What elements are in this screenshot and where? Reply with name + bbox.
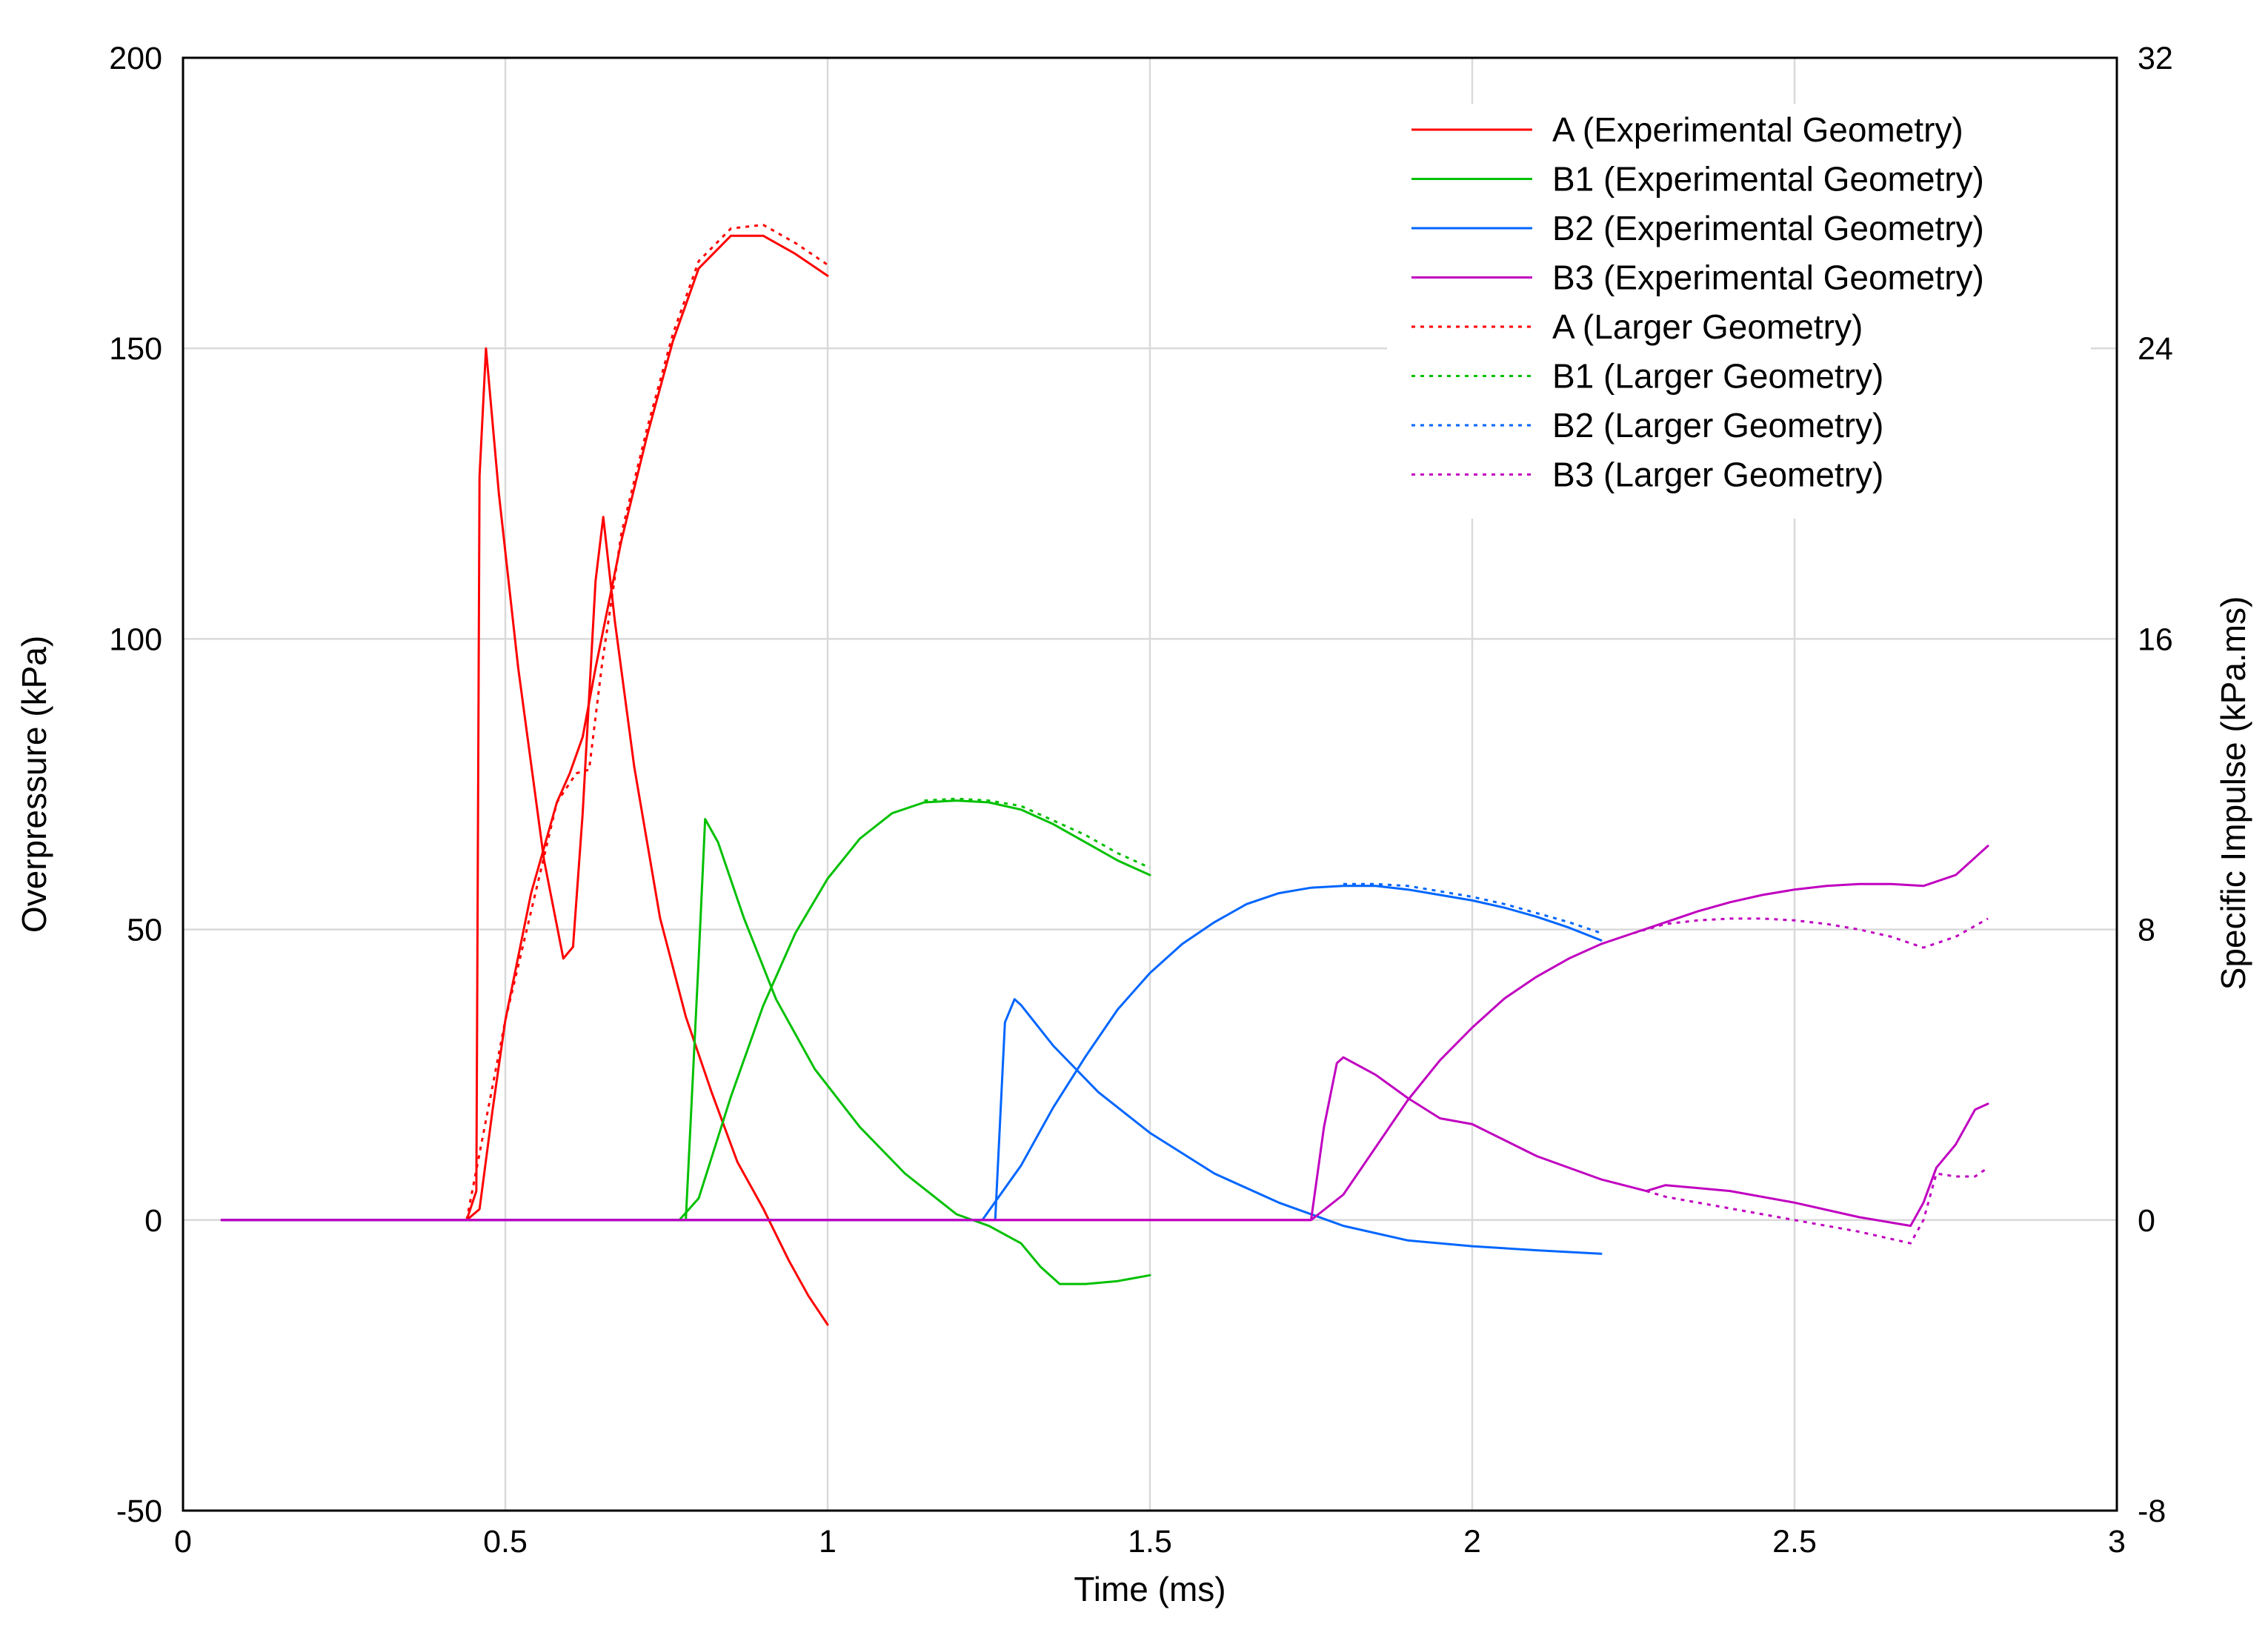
legend-label: A (Experimental Geometry) bbox=[1552, 110, 1963, 149]
x-axis-title: Time (ms) bbox=[1074, 1570, 1226, 1608]
series-line-11 bbox=[1646, 1166, 1989, 1245]
legend-background bbox=[1387, 104, 2091, 519]
x-tick-label: 3 bbox=[2108, 1524, 2126, 1560]
series-line-3 bbox=[220, 818, 1151, 1285]
series-line-1 bbox=[220, 234, 829, 1222]
y2-tick-label: 24 bbox=[2138, 331, 2173, 367]
x-tick-label: 1 bbox=[819, 1524, 837, 1560]
y-tick-label: 100 bbox=[109, 622, 162, 657]
series-line-5 bbox=[924, 797, 1151, 869]
y2-tick-label: 0 bbox=[2138, 1203, 2155, 1239]
y2-tick-label: 8 bbox=[2138, 913, 2155, 948]
series-line-2 bbox=[465, 224, 828, 1221]
series-line-0 bbox=[220, 347, 829, 1326]
y-tick-label: -50 bbox=[116, 1494, 162, 1529]
series-line-9 bbox=[220, 1056, 1989, 1228]
legend-label: B2 (Experimental Geometry) bbox=[1552, 209, 1984, 247]
x-tick-label: 0.5 bbox=[483, 1524, 528, 1560]
x-tick-label: 1.5 bbox=[1128, 1524, 1172, 1560]
x-tick-label: 2 bbox=[1463, 1524, 1481, 1560]
x-tick-label: 0 bbox=[174, 1524, 192, 1560]
x-tick-label: 2.5 bbox=[1772, 1524, 1817, 1560]
y-tick-label: 0 bbox=[144, 1203, 162, 1239]
y-axis-title: Overpressure (kPa) bbox=[15, 636, 53, 933]
legend-label: B3 (Experimental Geometry) bbox=[1552, 259, 1984, 297]
y-tick-label: 150 bbox=[109, 331, 162, 367]
y2-axis-title: Specific Impulse (kPa.ms) bbox=[2214, 596, 2252, 991]
plot-frame bbox=[182, 56, 2118, 1512]
y-tick-label: 50 bbox=[127, 913, 162, 948]
plot-area bbox=[220, 224, 1989, 1326]
ticks: 0 0.5 1 1.5 2 2.5 3 -50 0 50 100 150 200 -8 0 8 16 24 32 bbox=[109, 41, 2173, 1560]
y-tick-label: 200 bbox=[109, 41, 162, 76]
series-line-6 bbox=[220, 998, 1603, 1255]
series-line-4 bbox=[220, 799, 1151, 1222]
legend-label: B3 (Larger Geometry) bbox=[1552, 456, 1883, 494]
legend: A (Experimental Geometry) B1 (Experimenta… bbox=[1387, 104, 2091, 519]
legend-label: B2 (Larger Geometry) bbox=[1552, 406, 1883, 445]
series-line-7 bbox=[220, 885, 1603, 1222]
legend-label: B1 (Larger Geometry) bbox=[1552, 357, 1883, 396]
y2-tick-label: 16 bbox=[2138, 622, 2173, 657]
legend-label: A (Larger Geometry) bbox=[1552, 307, 1863, 346]
legend-label: B1 (Experimental Geometry) bbox=[1552, 160, 1984, 199]
y2-tick-label: 32 bbox=[2138, 41, 2173, 76]
series-line-12 bbox=[1633, 917, 1989, 949]
y2-tick-label: -8 bbox=[2138, 1494, 2166, 1529]
